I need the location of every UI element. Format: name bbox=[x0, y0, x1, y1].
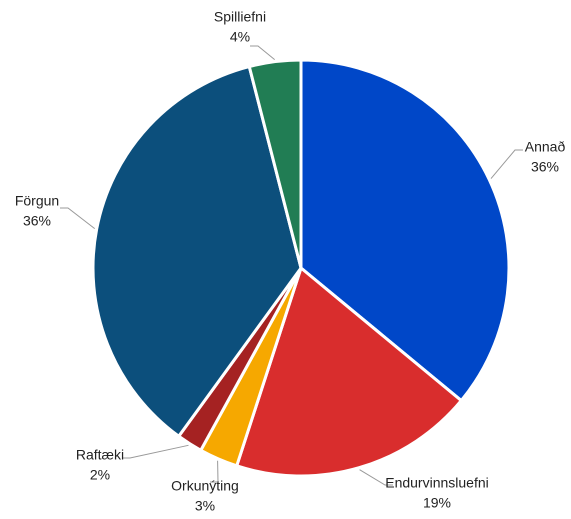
leader-line bbox=[210, 460, 219, 483]
pie-slice bbox=[247, 58, 303, 269]
slice-value-label: 19% bbox=[423, 495, 451, 511]
leader-line bbox=[122, 444, 189, 459]
slice-label: Endurvinnsluefni bbox=[385, 475, 489, 491]
slice-value-label: 36% bbox=[23, 213, 51, 229]
slice-label: Förgun bbox=[15, 193, 59, 209]
slice-value-label: 4% bbox=[230, 29, 250, 45]
slice-value-label: 3% bbox=[195, 498, 215, 514]
slice-label: Spilliefni bbox=[214, 9, 266, 25]
slice-value-label: 36% bbox=[531, 159, 559, 175]
slice-label: Orkunýting bbox=[171, 478, 239, 494]
leader-line bbox=[490, 149, 523, 179]
pie-slice bbox=[91, 64, 303, 439]
pie-slice bbox=[299, 58, 511, 403]
slice-label: Raftæki bbox=[76, 447, 124, 463]
leader-line bbox=[359, 469, 393, 486]
slice-value-label: 2% bbox=[90, 467, 110, 483]
leader-line bbox=[250, 45, 275, 61]
slice-label: Annað bbox=[525, 139, 566, 155]
pie-slice bbox=[234, 265, 464, 478]
leader-line bbox=[60, 207, 96, 230]
